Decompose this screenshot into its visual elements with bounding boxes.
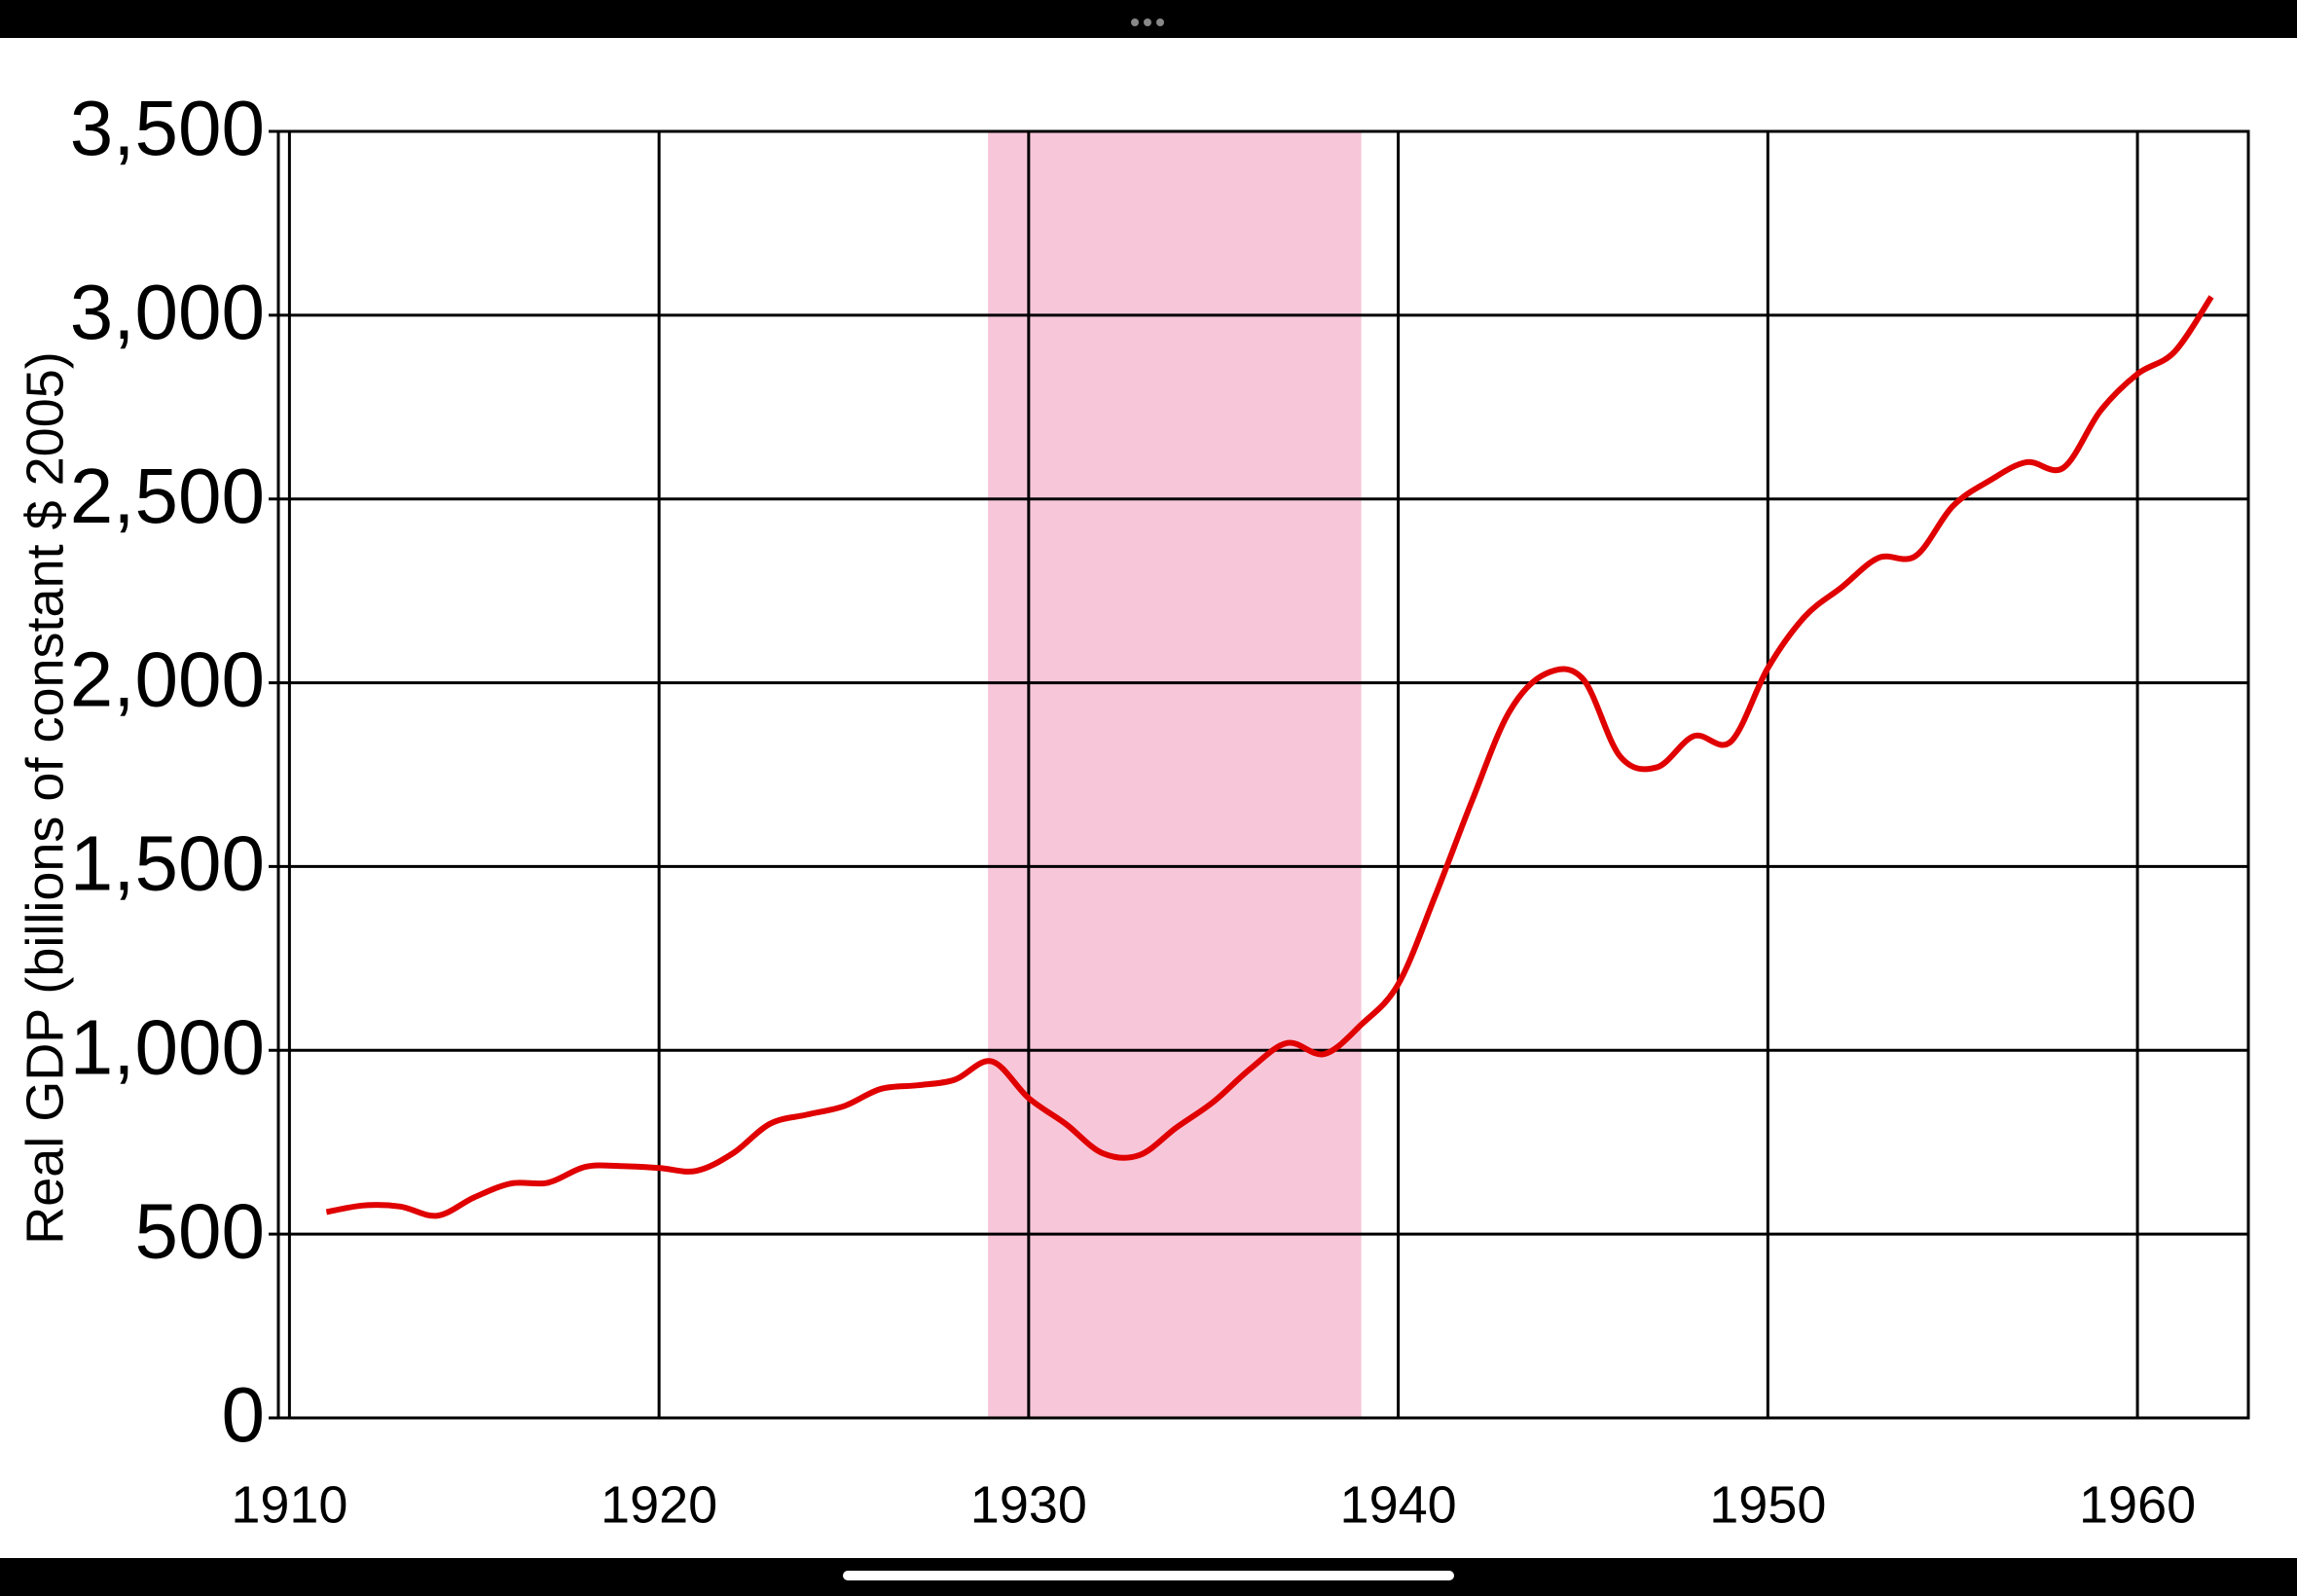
x-tick-label: 1940 [1340, 1475, 1457, 1534]
x-tick-label: 1930 [970, 1475, 1087, 1534]
plot: 0 500 1,000 1,500 2,000 2,500 3,000 3,500 1910 19… [70, 85, 2250, 1534]
data-line [325, 295, 2214, 1219]
plot-frame [276, 129, 2250, 1420]
dot [1131, 18, 1139, 26]
y-tick-label: 2,500 [70, 453, 265, 539]
y-tick-label: 0 [222, 1371, 266, 1458]
x-tick-label: 1950 [1709, 1475, 1826, 1534]
y-tick-label: 3,000 [70, 269, 265, 355]
y-tick-label: 500 [135, 1187, 265, 1274]
x-tick-label: 1920 [601, 1475, 717, 1534]
y-tick-label: 3,500 [70, 85, 265, 171]
y-tick-label: 1,000 [70, 1003, 265, 1090]
x-tick-label: 1960 [2079, 1475, 2196, 1534]
dot [1144, 18, 1151, 26]
highlight-band [988, 131, 1362, 1418]
home-indicator [843, 1571, 1454, 1580]
y-tick-label: 1,500 [70, 820, 265, 907]
y-axis-title: Real GDP (billions of constant $ 2005) [16, 351, 74, 1245]
dot [1156, 18, 1164, 26]
x-tick-label: 1910 [231, 1475, 347, 1534]
y-tick-label: 2,000 [70, 636, 265, 723]
